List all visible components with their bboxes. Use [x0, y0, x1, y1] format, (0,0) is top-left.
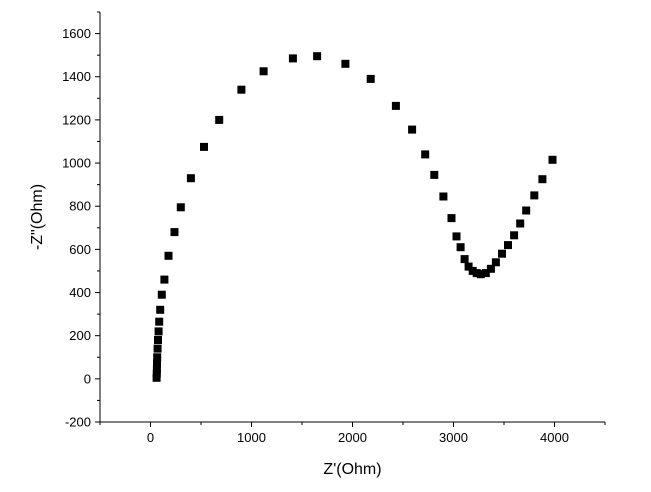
data-point [464, 262, 473, 271]
data-point [160, 275, 169, 284]
data-point [516, 219, 525, 228]
data-point [366, 74, 375, 83]
data-point [421, 150, 430, 159]
x-tick-label: 3000 [439, 430, 468, 445]
data-point [259, 67, 268, 76]
data-point [486, 264, 495, 273]
data-point [155, 317, 164, 326]
data-point [153, 359, 161, 368]
data-point [288, 54, 297, 63]
y-tick-label: 800 [69, 199, 91, 214]
y-tick-label: 200 [69, 328, 91, 343]
data-point [476, 270, 485, 279]
data-point [176, 203, 185, 212]
data-point [215, 115, 224, 124]
axes [99, 12, 605, 423]
y-tick-label: 1200 [62, 112, 91, 127]
data-point [481, 269, 490, 278]
ticks: 0 1000 2000 3000 4000 -200 0 200 400 600 800 1000 12… [62, 11, 606, 445]
data-point [156, 305, 165, 314]
data-point [391, 101, 400, 110]
data-point [530, 191, 539, 200]
data-point [153, 353, 162, 362]
data-point [510, 231, 519, 240]
x-axis-title: Z'(Ohm) [323, 461, 381, 478]
x-tick-label: 0 [147, 430, 154, 445]
data-point [452, 232, 461, 241]
data-point [152, 373, 161, 382]
data-point [538, 175, 547, 184]
data-point [237, 85, 246, 94]
data-point [170, 228, 179, 237]
y-tick-label: 0 [84, 371, 91, 386]
data-point [164, 251, 173, 260]
y-tick-label: 1600 [62, 26, 91, 41]
data-point [200, 142, 208, 151]
y-tick-label: -200 [65, 415, 91, 430]
data-point [152, 369, 161, 378]
data-point [154, 327, 163, 336]
y-tick-label: 1400 [62, 69, 91, 84]
data-point [430, 170, 439, 179]
data-point [154, 336, 162, 344]
x-tick-label: 1000 [237, 430, 266, 445]
y-axis-title: -Z"(Ohm) [29, 184, 46, 250]
data-point [408, 125, 417, 134]
x-tick-label: 4000 [540, 430, 569, 445]
data-point [313, 52, 322, 61]
data-point [460, 255, 469, 264]
data-point [153, 344, 162, 353]
data-points [152, 52, 557, 382]
y-tick-label: 600 [69, 242, 91, 257]
y-tick-label: 400 [69, 285, 91, 300]
data-point [186, 174, 195, 183]
data-point [504, 241, 512, 250]
y-tick-label: 1000 [62, 156, 91, 171]
data-point [439, 192, 448, 201]
data-point [548, 155, 557, 164]
data-point [456, 243, 465, 252]
data-point [498, 249, 506, 258]
data-point [447, 214, 456, 223]
data-point [491, 258, 500, 267]
data-point [157, 290, 166, 299]
data-point [472, 269, 481, 278]
data-point [522, 206, 531, 215]
x-tick-label: 2000 [338, 430, 367, 445]
data-point [152, 365, 161, 374]
data-point [341, 59, 350, 68]
